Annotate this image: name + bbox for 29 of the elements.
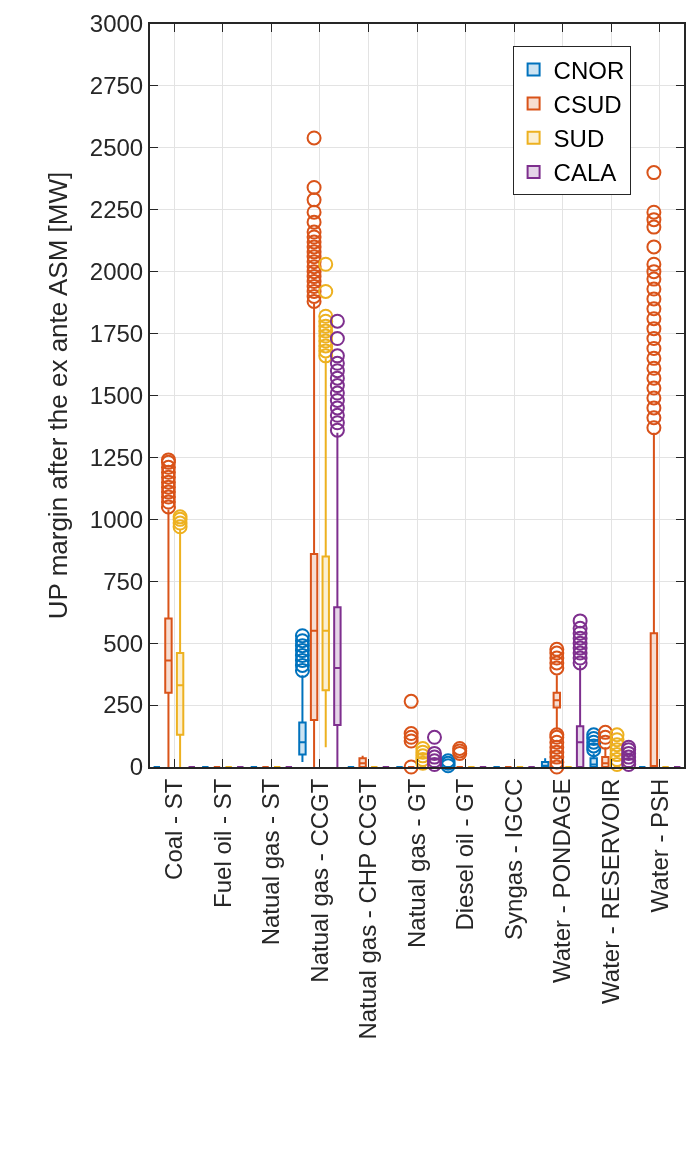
y-tick-label: 750 xyxy=(103,567,144,595)
y-tick-label: 3000 xyxy=(89,10,144,38)
legend-label: CNOR xyxy=(553,56,625,84)
y-tick-label: 2250 xyxy=(89,196,144,224)
x-tick-label: Diesel oil - GT xyxy=(451,778,479,931)
x-tick-label: Fuel oil - ST xyxy=(208,778,236,908)
y-tick-label: 1000 xyxy=(89,505,144,533)
x-tick-label: Water - PONDAGE xyxy=(548,778,576,984)
y-axis-title: UP margin after the ex ante ASM [MW] xyxy=(42,171,73,620)
x-tick-label: Natual gas - GT xyxy=(402,778,430,949)
legend-label: CALA xyxy=(553,159,617,187)
x-tick-label: Syngas - IGCC xyxy=(499,778,527,940)
x-tick-label: Water - PSH xyxy=(645,778,673,913)
legend-label: SUD xyxy=(553,125,605,153)
y-tick-label: 500 xyxy=(103,629,144,657)
y-tick-label: 1750 xyxy=(89,319,144,347)
legend-label: CSUD xyxy=(553,90,622,118)
x-tick-label: Coal - ST xyxy=(160,778,188,880)
x-tick-label: Water - RESERVOIR xyxy=(596,778,624,1004)
y-tick-label: 0 xyxy=(129,753,144,781)
y-tick-label: 2750 xyxy=(89,72,144,100)
x-tick-label: Natual gas - CCGT xyxy=(305,778,333,983)
x-tick-label: Natual gas - CHP CCGT xyxy=(354,778,382,1040)
y-tick-label: 2500 xyxy=(89,134,144,162)
y-tick-label: 1250 xyxy=(89,443,144,471)
y-tick-label: 250 xyxy=(103,691,144,719)
x-tick-label: Natual gas - ST xyxy=(257,778,285,946)
y-tick-label: 2000 xyxy=(89,258,144,286)
y-tick-label: 1500 xyxy=(89,381,144,409)
